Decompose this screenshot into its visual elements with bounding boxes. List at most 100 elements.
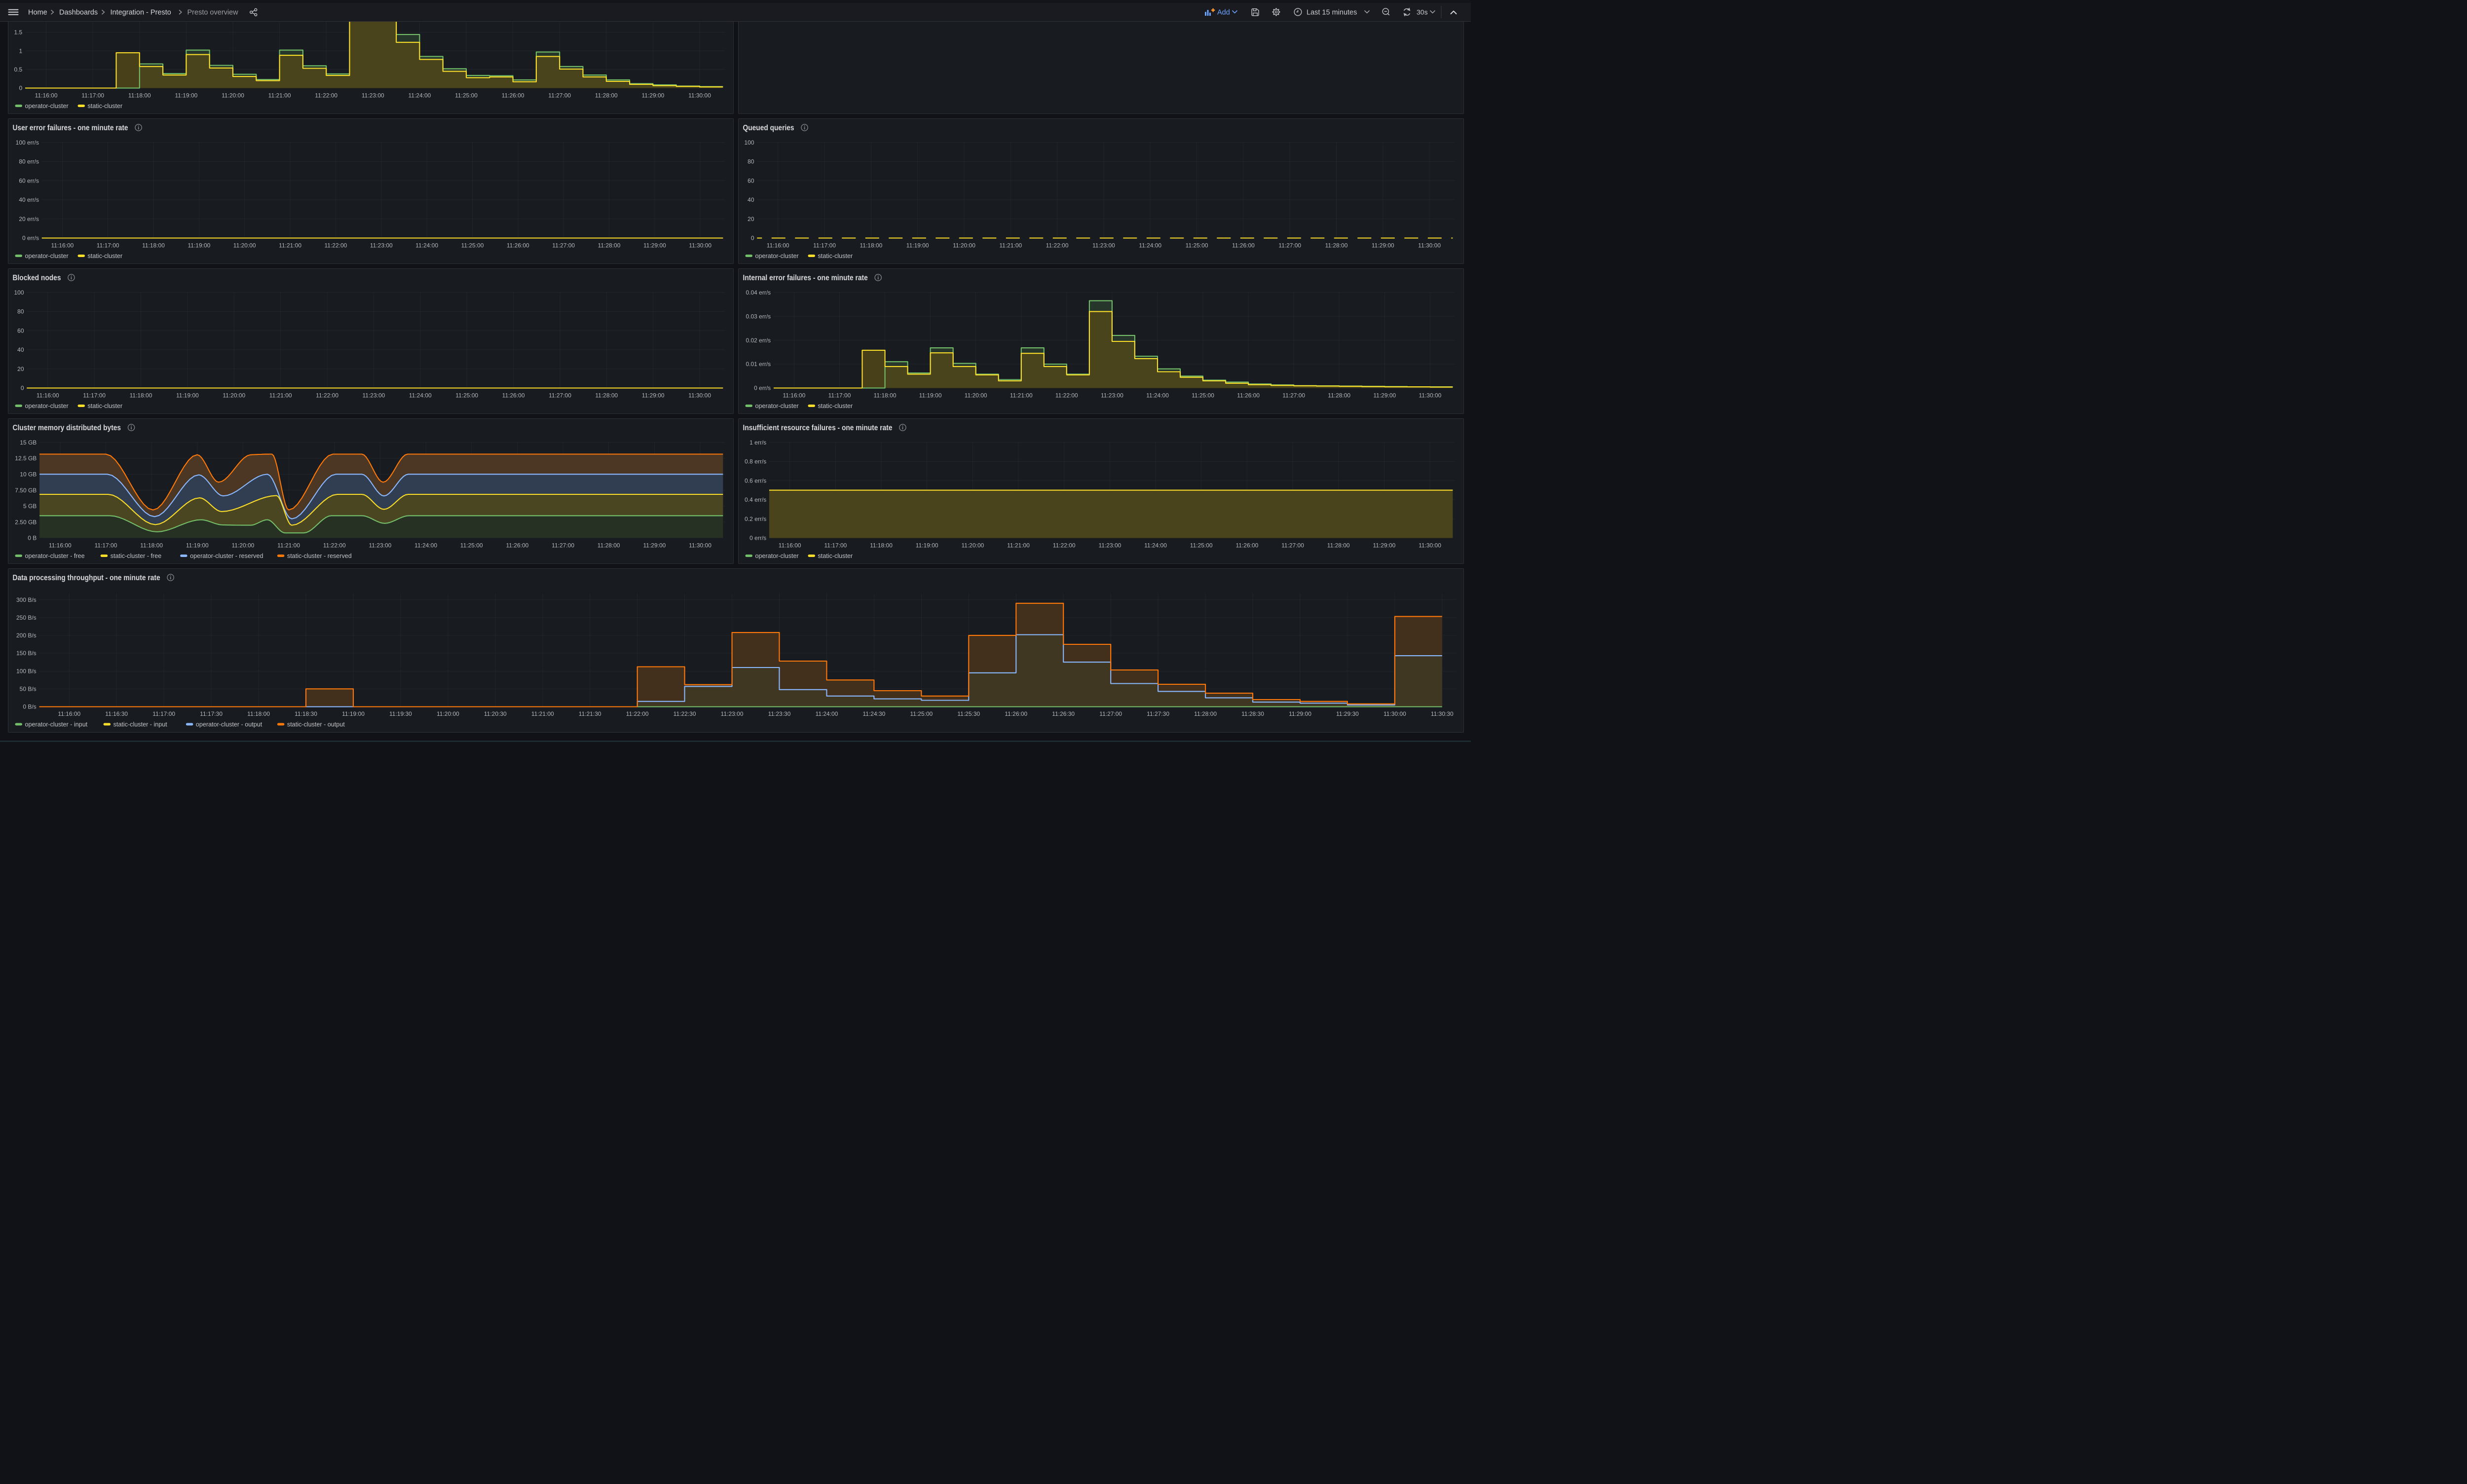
svg-text:11:27:00: 11:27:00 [548, 92, 571, 99]
svg-text:5 GB: 5 GB [23, 503, 36, 510]
svg-text:11:20:00: 11:20:00 [233, 242, 256, 249]
svg-text:operator-cluster - output: operator-cluster - output [195, 721, 262, 728]
svg-text:11:26:00: 11:26:00 [1235, 542, 1258, 549]
svg-text:11:18:00: 11:18:00 [129, 392, 152, 399]
svg-text:11:30:00: 11:30:00 [1419, 542, 1441, 549]
svg-text:11:19:00: 11:19:00 [187, 242, 210, 249]
svg-text:40 err/s: 40 err/s [19, 196, 39, 203]
svg-text:200 B/s: 200 B/s [16, 632, 36, 639]
svg-text:60 err/s: 60 err/s [19, 177, 39, 184]
svg-text:11:27:00: 11:27:00 [1099, 710, 1122, 717]
svg-text:static-cluster - input: static-cluster - input [113, 721, 167, 728]
svg-text:11:18:00: 11:18:00 [142, 242, 165, 249]
svg-text:Add: Add [1217, 8, 1230, 16]
svg-text:11:16:00: 11:16:00 [36, 392, 59, 399]
svg-text:11:19:00: 11:19:00 [919, 392, 942, 399]
svg-text:11:23:00: 11:23:00 [1101, 392, 1123, 399]
svg-text:11:25:00: 11:25:00 [455, 92, 478, 99]
svg-text:11:28:00: 11:28:00 [1327, 542, 1350, 549]
svg-text:11:21:00: 11:21:00 [1010, 392, 1033, 399]
svg-text:Dashboards: Dashboards [59, 8, 98, 16]
svg-text:10 GB: 10 GB [20, 471, 37, 478]
svg-text:11:28:00: 11:28:00 [1328, 392, 1350, 399]
svg-text:11:30:00: 11:30:00 [1418, 242, 1441, 249]
svg-text:11:24:00: 11:24:00 [1139, 242, 1161, 249]
svg-text:11:24:00: 11:24:00 [409, 392, 431, 399]
svg-text:Insufficient resource failures: Insufficient resource failures - one min… [743, 424, 893, 432]
svg-text:11:22:00: 11:22:00 [626, 710, 648, 717]
svg-text:0.6 err/s: 0.6 err/s [745, 477, 766, 484]
svg-text:11:16:00: 11:16:00 [783, 392, 805, 399]
svg-text:11:28:00: 11:28:00 [1325, 242, 1348, 249]
svg-text:11:22:00: 11:22:00 [323, 542, 345, 549]
svg-text:0.4 err/s: 0.4 err/s [745, 496, 766, 503]
svg-text:11:19:00: 11:19:00 [186, 542, 208, 549]
svg-text:11:28:00: 11:28:00 [1194, 710, 1217, 717]
svg-text:80 err/s: 80 err/s [19, 158, 39, 165]
svg-text:11:29:00: 11:29:00 [1289, 710, 1311, 717]
svg-text:11:27:00: 11:27:00 [1281, 542, 1304, 549]
svg-text:11:17:00: 11:17:00 [813, 242, 836, 249]
svg-text:11:21:00: 11:21:00 [269, 392, 292, 399]
svg-text:static-cluster: static-cluster [87, 403, 122, 409]
svg-text:static-cluster: static-cluster [87, 103, 122, 110]
svg-text:0.8 err/s: 0.8 err/s [745, 458, 766, 465]
svg-text:11:22:00: 11:22:00 [316, 392, 338, 399]
svg-text:100 err/s: 100 err/s [15, 139, 38, 146]
svg-text:static-cluster: static-cluster [87, 253, 122, 260]
svg-text:40: 40 [748, 196, 754, 203]
svg-text:11:17:00: 11:17:00 [81, 92, 104, 99]
svg-text:11:16:00: 11:16:00 [51, 242, 74, 249]
svg-text:operator-cluster: operator-cluster [755, 403, 799, 409]
svg-text:11:16:00: 11:16:00 [48, 542, 71, 549]
svg-text:11:26:00: 11:26:00 [506, 242, 529, 249]
svg-text:11:23:00: 11:23:00 [1098, 542, 1121, 549]
svg-text:0 B: 0 B [28, 535, 37, 542]
svg-text:11:30:00: 11:30:00 [688, 392, 711, 399]
svg-text:150 B/s: 150 B/s [16, 650, 36, 657]
svg-text:11:17:00: 11:17:00 [83, 392, 106, 399]
svg-text:11:25:30: 11:25:30 [957, 710, 980, 717]
svg-text:11:19:30: 11:19:30 [389, 710, 411, 717]
svg-text:11:24:00: 11:24:00 [1146, 392, 1169, 399]
svg-text:11:18:00: 11:18:00 [870, 542, 893, 549]
svg-text:11:17:00: 11:17:00 [94, 542, 117, 549]
svg-text:Blocked nodes: Blocked nodes [12, 274, 61, 282]
svg-text:11:23:00: 11:23:00 [361, 92, 384, 99]
svg-text:11:17:00: 11:17:00 [152, 710, 175, 717]
svg-text:11:26:00: 11:26:00 [502, 392, 524, 399]
svg-text:11:19:00: 11:19:00 [906, 242, 929, 249]
svg-text:11:17:00: 11:17:00 [828, 392, 851, 399]
svg-text:User error failures - one minu: User error failures - one minute rate [12, 124, 128, 132]
svg-text:11:29:00: 11:29:00 [1373, 392, 1396, 399]
svg-text:11:29:30: 11:29:30 [1336, 710, 1358, 717]
svg-text:7.50 GB: 7.50 GB [15, 487, 37, 494]
svg-text:40: 40 [17, 346, 24, 353]
svg-text:11:16:00: 11:16:00 [779, 542, 801, 549]
svg-text:11:25:00: 11:25:00 [455, 392, 478, 399]
svg-text:Queued queries: Queued queries [743, 124, 794, 132]
svg-text:11:27:00: 11:27:00 [549, 392, 571, 399]
svg-text:11:21:00: 11:21:00 [999, 242, 1022, 249]
svg-text:11:30:00: 11:30:00 [689, 242, 711, 249]
svg-text:operator-cluster: operator-cluster [25, 403, 68, 409]
svg-text:static-cluster - reserved: static-cluster - reserved [287, 553, 351, 559]
svg-text:11:21:30: 11:21:30 [578, 710, 601, 717]
svg-text:11:29:00: 11:29:00 [1373, 542, 1395, 549]
svg-text:11:17:30: 11:17:30 [200, 710, 223, 717]
svg-text:11:21:00: 11:21:00 [531, 710, 554, 717]
svg-text:11:30:00: 11:30:00 [1383, 710, 1406, 717]
svg-text:11:16:00: 11:16:00 [58, 710, 80, 717]
svg-text:11:30:00: 11:30:00 [688, 92, 711, 99]
svg-text:11:28:00: 11:28:00 [598, 242, 620, 249]
svg-text:static-cluster: static-cluster [818, 253, 853, 260]
svg-text:Home: Home [28, 8, 47, 16]
svg-text:250 B/s: 250 B/s [16, 614, 36, 621]
svg-text:11:18:00: 11:18:00 [128, 92, 150, 99]
svg-text:11:24:30: 11:24:30 [862, 710, 885, 717]
svg-text:11:27:00: 11:27:00 [1282, 392, 1305, 399]
svg-text:Last 15 minutes: Last 15 minutes [1307, 8, 1357, 16]
svg-text:11:21:00: 11:21:00 [268, 92, 291, 99]
svg-text:operator-cluster - input: operator-cluster - input [25, 721, 87, 728]
svg-text:11:23:30: 11:23:30 [768, 710, 790, 717]
